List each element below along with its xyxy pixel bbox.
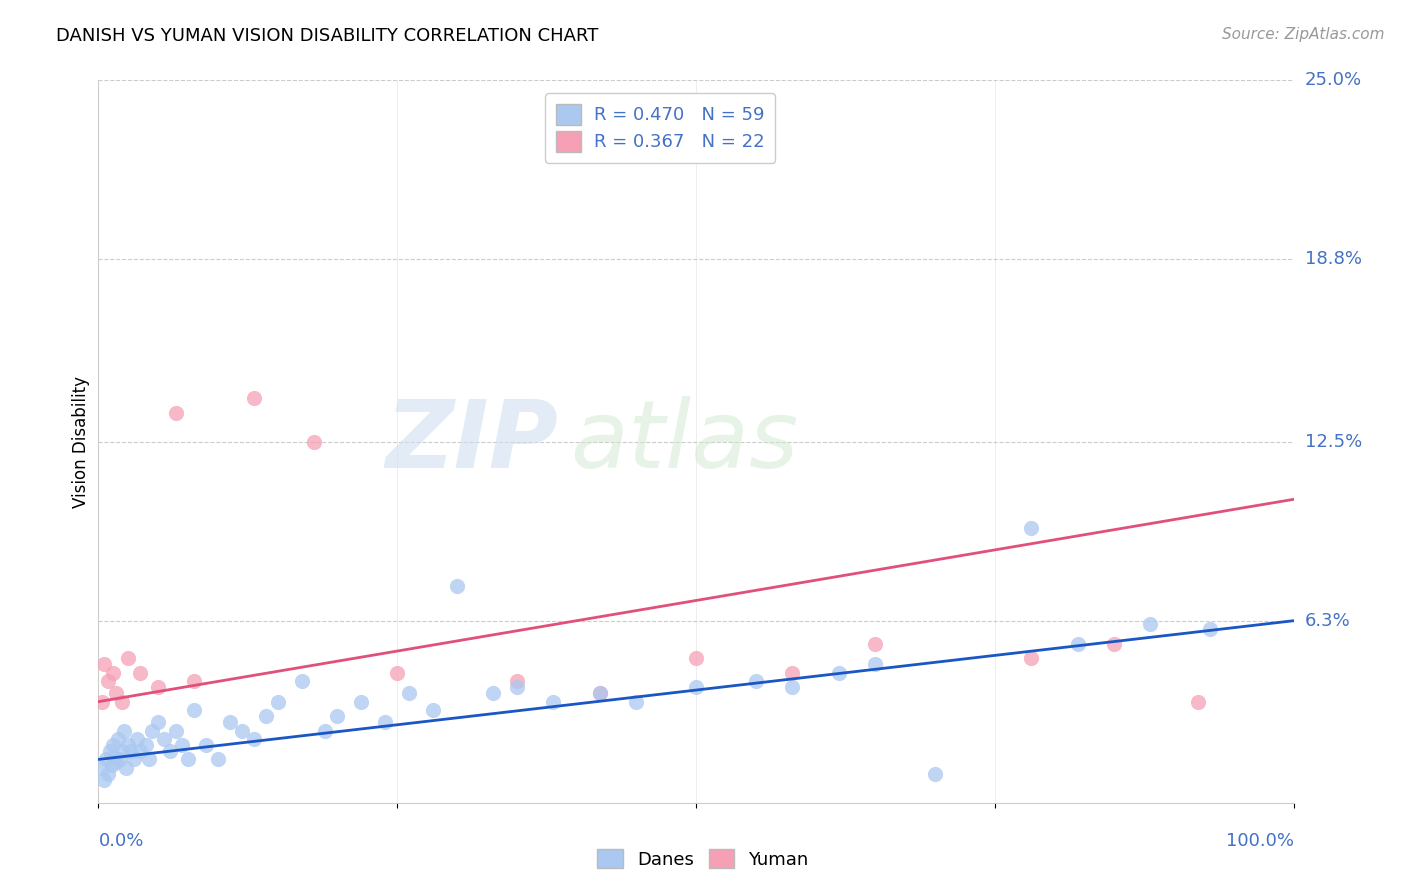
Point (115, 761, 138, 775)
Point (541, 695, 564, 709)
Point (108, 752, 131, 766)
Text: ZIP: ZIP (385, 395, 558, 488)
Point (745, 674, 768, 689)
Point (120, 744, 142, 758)
Text: atlas: atlas (571, 396, 799, 487)
Point (482, 686, 505, 700)
Text: 12.5%: 12.5% (1305, 433, 1362, 450)
Point (924, 767, 946, 781)
Legend: Danes, Yuman: Danes, Yuman (591, 842, 815, 876)
Point (138, 752, 160, 766)
Y-axis label: Vision Disability: Vision Disability (72, 376, 90, 508)
Point (125, 732, 148, 747)
Point (165, 723, 187, 738)
Point (159, 744, 181, 758)
Point (398, 686, 420, 700)
Point (865, 657, 887, 671)
Point (124, 752, 146, 766)
Point (385, 665, 409, 680)
Point (93, 772, 115, 787)
Point (589, 686, 612, 700)
Text: 100.0%: 100.0% (1226, 831, 1294, 850)
Point (243, 391, 266, 405)
Point (129, 665, 152, 680)
Point (267, 695, 290, 709)
Point (1019, 521, 1042, 535)
Point (446, 579, 468, 593)
Point (112, 723, 135, 738)
Point (1199, 623, 1222, 637)
Point (177, 752, 200, 766)
Text: 25.0%: 25.0% (1305, 71, 1362, 89)
Point (97, 767, 120, 781)
Point (219, 714, 242, 729)
Point (165, 406, 187, 420)
Text: Source: ZipAtlas.com: Source: ZipAtlas.com (1222, 27, 1385, 42)
Point (117, 651, 139, 665)
Point (780, 680, 803, 694)
Point (111, 744, 134, 758)
Point (129, 744, 152, 758)
Point (105, 756, 128, 770)
Point (315, 723, 337, 738)
Point (183, 674, 205, 689)
Point (97, 674, 120, 689)
Point (326, 709, 349, 723)
Point (153, 732, 176, 747)
Text: 6.3%: 6.3% (1305, 612, 1350, 630)
Text: 18.8%: 18.8% (1305, 251, 1361, 268)
Point (685, 651, 707, 665)
Point (148, 714, 170, 729)
Point (183, 703, 205, 717)
Point (1139, 616, 1161, 631)
Point (117, 738, 139, 752)
Point (1067, 637, 1090, 651)
Point (172, 738, 194, 752)
Point (1019, 651, 1042, 665)
Point (111, 695, 134, 709)
Point (254, 709, 277, 723)
Point (828, 665, 851, 680)
Point (135, 738, 157, 752)
Point (100, 758, 122, 772)
Point (243, 732, 266, 747)
Point (148, 680, 170, 694)
Point (350, 695, 373, 709)
Point (1104, 637, 1126, 651)
Point (626, 695, 648, 709)
Point (207, 752, 229, 766)
Point (506, 680, 529, 694)
Point (101, 738, 124, 752)
Point (141, 723, 163, 738)
Text: 0.0%: 0.0% (98, 831, 143, 850)
Point (105, 686, 128, 700)
Point (91, 761, 114, 775)
Point (422, 703, 444, 717)
Point (1187, 695, 1209, 709)
Point (865, 637, 887, 651)
Point (291, 674, 314, 689)
Point (302, 434, 325, 449)
Point (506, 674, 529, 689)
Text: DANISH VS YUMAN VISION DISABILITY CORRELATION CHART: DANISH VS YUMAN VISION DISABILITY CORREL… (56, 27, 599, 45)
Point (101, 665, 124, 680)
Point (195, 738, 218, 752)
Point (103, 749, 125, 764)
Point (589, 686, 612, 700)
Point (98, 744, 122, 758)
Legend: R = 0.470   N = 59, R = 0.367   N = 22: R = 0.470 N = 59, R = 0.367 N = 22 (546, 93, 775, 162)
Point (107, 732, 129, 747)
Point (94, 752, 117, 766)
Point (685, 680, 707, 694)
Point (780, 665, 803, 680)
Point (93, 657, 115, 671)
Point (374, 714, 396, 729)
Point (231, 723, 253, 738)
Point (91, 695, 114, 709)
